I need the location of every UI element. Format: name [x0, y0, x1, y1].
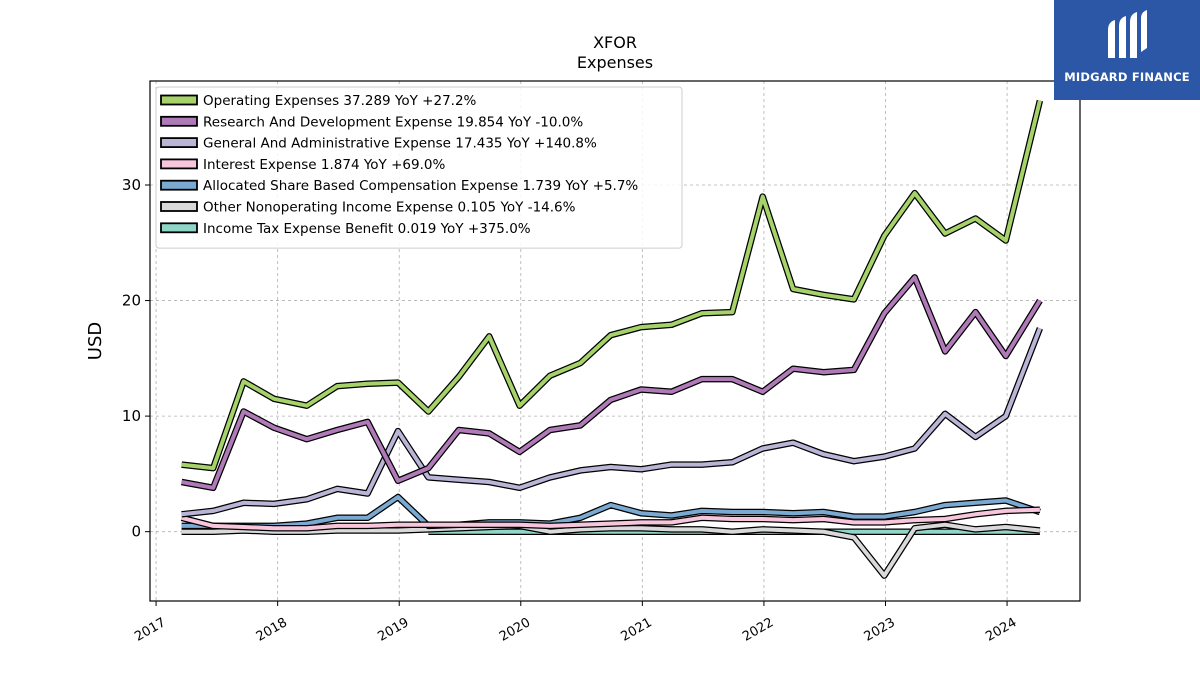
series-line-3: [181, 327, 1043, 518]
series-line-2: [181, 274, 1043, 492]
legend: Operating Expenses 37.289 YoY +27.2% Rese…: [155, 86, 683, 249]
chart-subtitle: Expenses: [577, 53, 653, 72]
legend-swatch: [160, 94, 198, 106]
midgard-logo-icon: [1108, 10, 1147, 58]
series-stroke: [181, 275, 1042, 490]
x-tick-label: 2017: [132, 615, 168, 645]
legend-swatch: [160, 137, 198, 149]
x-tick-label: 2024: [983, 615, 1019, 645]
x-tick-label: 2020: [497, 615, 533, 645]
x-tick-label: 2023: [862, 615, 898, 645]
y-tick-label: 0: [131, 523, 141, 541]
legend-entry: Allocated Share Based Compensation Expen…: [203, 178, 638, 194]
legend-box: [155, 86, 683, 249]
x-tick-label: 2021: [619, 615, 655, 645]
legend-swatch: [160, 222, 198, 234]
plot-frame: [149, 80, 1081, 602]
legend-swatch: [160, 115, 198, 127]
series-line-4: [180, 506, 1041, 532]
y-tick-label: 20: [122, 292, 141, 310]
x-tick-label: 2018: [254, 615, 290, 645]
series-stroke: [181, 507, 1040, 531]
legend-entry: Other Nonoperating Income Expense 0.105 …: [203, 200, 576, 216]
legend-swatch: [160, 201, 198, 212]
y-tick-label: 10: [122, 407, 141, 425]
series-line-5: [181, 493, 1041, 530]
series-outline: [181, 274, 1043, 492]
legend-entry: Interest Expense 1.874 YoY +69.0%: [203, 157, 445, 173]
midgard-finance-logo: MIDGARD FINANCE: [1054, 0, 1200, 100]
legend-entry: Research And Development Expense 19.854 …: [203, 114, 583, 130]
legend-entry: Operating Expenses 37.289 YoY +27.2%: [203, 93, 477, 109]
series-stroke: [181, 100, 1042, 471]
x-tick-label: 2022: [740, 615, 776, 645]
y-axis-label: USD: [85, 322, 106, 360]
series-stroke: [181, 495, 1041, 528]
legend-entry: Income Tax Expense Benefit 0.019 YoY +37…: [203, 221, 531, 237]
chart-title: XFOR: [593, 33, 637, 52]
series-outline: [181, 327, 1043, 518]
legend-entry: General And Administrative Expense 17.43…: [203, 136, 597, 152]
series-stroke: [181, 327, 1042, 517]
series-stroke: [181, 522, 1041, 578]
series-layer: [180, 99, 1044, 579]
series-line-6: [181, 521, 1041, 579]
legend-swatch: [160, 158, 198, 170]
y-tick-label: 30: [122, 176, 141, 194]
series-line-1: [181, 99, 1044, 472]
legend-swatch: [160, 179, 198, 191]
brand-name: MIDGARD FINANCE: [1064, 70, 1190, 84]
x-tick-label: 2019: [375, 615, 411, 645]
